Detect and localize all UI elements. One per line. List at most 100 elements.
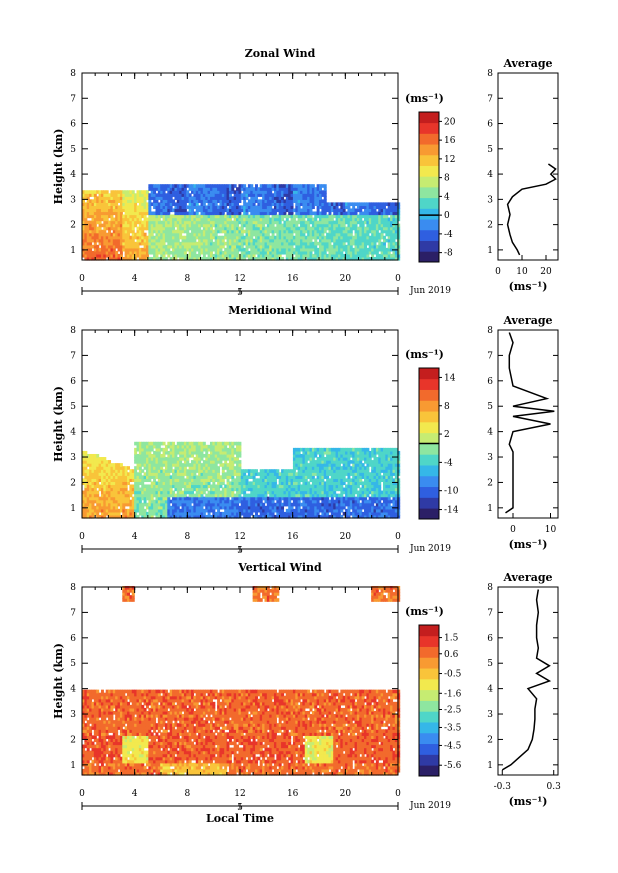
heatmap-cell	[264, 214, 268, 219]
heatmap-cell	[214, 229, 218, 234]
heatmap-cell	[167, 511, 171, 516]
heatmap-cell	[183, 226, 187, 231]
heatmap-cell	[354, 202, 358, 207]
heatmap-cell	[207, 193, 211, 197]
heatmap-cell	[323, 211, 327, 216]
heatmap-cell	[380, 214, 384, 219]
heatmap-cell	[214, 514, 218, 519]
heatmap-cell	[136, 453, 140, 458]
heatmap-cell	[354, 253, 358, 258]
heatmap-cell	[255, 187, 258, 191]
heatmap-cell	[89, 478, 93, 483]
heatmap-cell	[105, 211, 109, 216]
heatmap-cell	[110, 493, 114, 498]
heatmap-cell	[290, 496, 294, 501]
heatmap-cell	[231, 202, 235, 207]
heatmap-cell	[117, 256, 121, 261]
heatmap-cell	[207, 472, 211, 476]
heatmap-cell	[326, 217, 330, 222]
heatmap-cell	[314, 244, 318, 249]
heatmap-cell	[141, 457, 145, 461]
heatmap-cell	[226, 502, 230, 507]
heatmap-cell	[290, 235, 294, 240]
heatmap-cell	[117, 238, 121, 243]
heatmap-cell	[371, 247, 375, 252]
heatmap-cell	[238, 232, 242, 237]
heatmap-cell	[262, 217, 266, 222]
heatmap-cell	[224, 460, 228, 464]
heatmap-cell	[172, 256, 176, 261]
heatmap-cell	[283, 475, 287, 479]
heatmap-cell	[364, 244, 367, 249]
heatmap-cell	[255, 208, 258, 213]
heatmap-cell	[191, 508, 194, 513]
heatmap-cell	[307, 508, 311, 513]
heatmap-cell	[131, 202, 135, 207]
heatmap-cell	[397, 205, 401, 210]
heatmap-cell	[390, 226, 394, 231]
heatmap-cell	[302, 202, 306, 207]
heatmap-cell	[314, 223, 318, 228]
heatmap-cell	[131, 496, 135, 501]
heatmap-cell	[366, 247, 370, 252]
heatmap-cell	[131, 514, 135, 519]
heatmap-cell	[136, 484, 140, 489]
heatmap-cell	[250, 502, 254, 507]
heatmap-cell	[245, 508, 249, 513]
heatmap-cell	[262, 187, 266, 191]
heatmap-cell	[96, 514, 100, 519]
heatmap-cell	[134, 493, 138, 498]
heatmap-cell	[205, 453, 209, 458]
heatmap-cell	[205, 250, 209, 255]
heatmap-cell	[176, 484, 180, 489]
heatmap-cell	[316, 184, 320, 188]
heatmap-cell	[224, 493, 228, 498]
heatmap-cell	[290, 238, 294, 243]
heatmap-cell	[307, 244, 311, 249]
heatmap-cell	[247, 475, 251, 479]
heatmap-cell	[371, 211, 375, 216]
heatmap-cell	[345, 238, 349, 243]
heatmap-cell	[307, 484, 311, 489]
heatmap-cell	[205, 256, 209, 261]
heatmap-cell	[155, 247, 159, 252]
heatmap-cell	[195, 190, 199, 194]
heatmap-cell	[266, 214, 270, 219]
heatmap-cell	[307, 453, 311, 458]
heatmap-cell	[252, 220, 256, 225]
heatmap-cell	[264, 499, 268, 504]
heatmap-cell	[290, 475, 294, 479]
heatmap-cell	[257, 250, 261, 255]
heatmap-cell	[172, 202, 176, 207]
heatmap-cell	[221, 514, 225, 519]
heatmap-cell	[169, 463, 173, 467]
heatmap-cell	[240, 223, 244, 228]
heatmap-cell	[340, 244, 344, 249]
heatmap-cell	[169, 457, 173, 461]
heatmap-cell	[281, 493, 285, 498]
heatmap-cell	[105, 472, 109, 476]
heatmap-cell	[257, 199, 261, 203]
heatmap-cell	[224, 193, 228, 197]
heatmap-cell	[221, 450, 225, 455]
heatmap-cell	[124, 190, 128, 194]
heatmap-cell	[385, 226, 389, 231]
heatmap-cell	[93, 223, 97, 228]
heatmap-cell	[117, 214, 121, 219]
heatmap-cell	[153, 190, 157, 194]
heatmap-cell	[138, 466, 142, 470]
heatmap-cell	[136, 214, 140, 219]
heatmap-cell	[217, 250, 221, 255]
heatmap-cell	[283, 208, 287, 213]
heatmap-cell	[117, 217, 121, 222]
heatmap-cell	[207, 220, 211, 225]
heatmap-cell	[191, 441, 194, 446]
heatmap-cell	[207, 496, 211, 501]
heatmap-cell	[93, 226, 97, 231]
heatmap-cell	[295, 229, 299, 234]
heatmap-cell	[153, 453, 157, 458]
heatmap-cell	[262, 514, 266, 519]
heatmap-cell	[155, 447, 159, 452]
colorbar-tick-label: 20	[444, 117, 456, 127]
heatmap-cell	[290, 190, 294, 194]
